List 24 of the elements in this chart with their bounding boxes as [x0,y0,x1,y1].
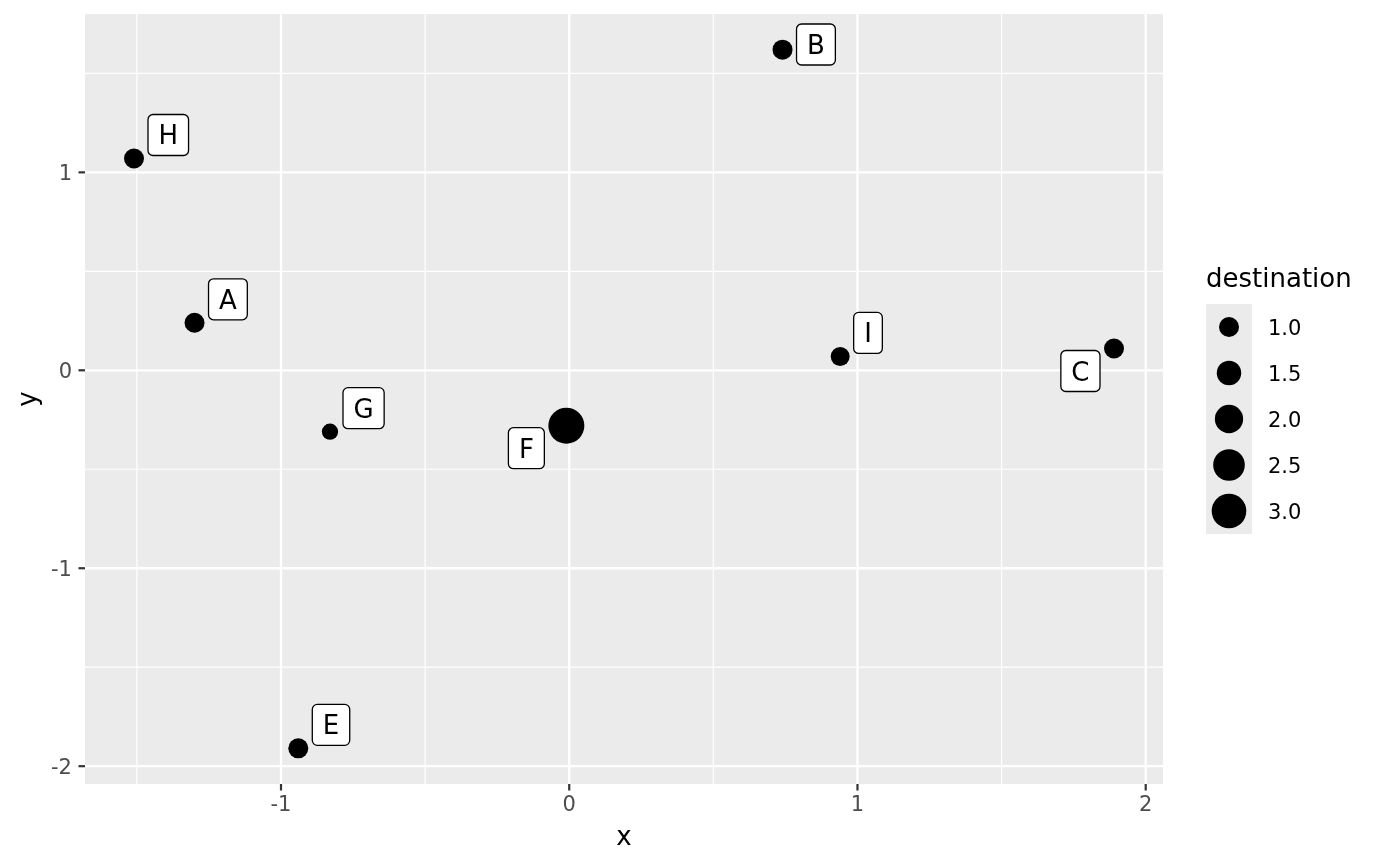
annotation: C [1071,356,1090,387]
legend-label: 2.5 [1268,453,1302,478]
annotation: F [518,433,534,464]
annotation: G [353,393,374,424]
annotation: H [158,120,179,151]
y-tick-label: 0 [58,358,72,383]
y-axis-title: y [12,391,42,407]
x-tick-label: 2 [1139,792,1153,816]
x-axis-title: x [616,821,632,851]
legend-label: 2.0 [1268,407,1302,432]
x-tick-label: -1 [270,792,292,816]
y-tick-label: -2 [51,754,72,779]
y-tick-label: -1 [51,556,72,581]
legend-title: destination [1206,263,1352,293]
annotation: E [322,710,340,741]
annotation: A [219,284,238,315]
x-tick-label: 0 [562,792,576,816]
annotation: B [807,29,825,60]
legend-label: 1.5 [1268,361,1302,386]
y-tick-label: 1 [58,160,72,185]
x-tick-label: 1 [850,792,865,816]
annotation: I [864,318,872,349]
legend-label: 3.0 [1268,499,1302,524]
legend-label: 1.0 [1268,315,1302,340]
